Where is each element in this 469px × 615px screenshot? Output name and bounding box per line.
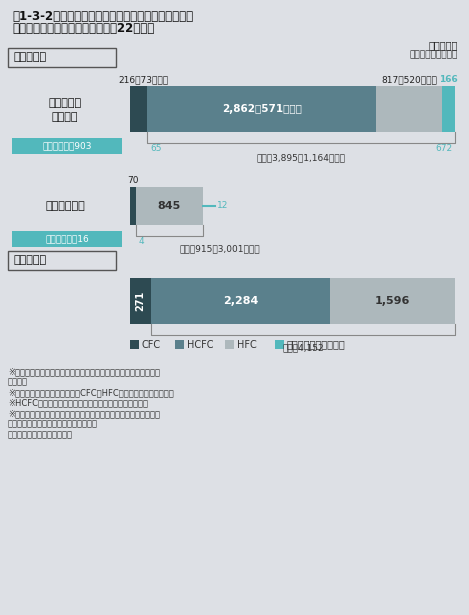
Text: ※破壊した量は、業務用冷凍空調機器及びカーエアコンから回収さ: ※破壊した量は、業務用冷凍空調機器及びカーエアコンから回収さ bbox=[8, 409, 160, 418]
Text: HFC: HFC bbox=[237, 339, 257, 349]
Text: 65: 65 bbox=[150, 144, 162, 153]
Text: 216（73千台）: 216（73千台） bbox=[119, 75, 169, 84]
Text: 再利用合計：903: 再利用合計：903 bbox=[42, 141, 92, 151]
Text: 817（520千台）: 817（520千台） bbox=[381, 75, 437, 84]
Text: 2,862（571千台）: 2,862（571千台） bbox=[222, 104, 302, 114]
Text: 合計：3,895（1,164千台）: 合計：3,895（1,164千台） bbox=[257, 153, 346, 162]
Text: 回収した量: 回収した量 bbox=[14, 52, 47, 63]
Text: （出典）経済産業省、環境省: （出典）経済産業省、環境省 bbox=[8, 430, 73, 439]
Bar bbox=[130, 340, 139, 349]
Bar bbox=[8, 251, 116, 270]
Text: 業務用冷凍: 業務用冷凍 bbox=[48, 98, 82, 108]
Text: 合計：915（3,001千台）: 合計：915（3,001千台） bbox=[180, 244, 260, 253]
Text: カーエアコン: カーエアコン bbox=[45, 201, 85, 211]
Text: 271: 271 bbox=[136, 291, 145, 311]
Text: 70: 70 bbox=[127, 176, 138, 185]
Text: HCFC: HCFC bbox=[187, 339, 213, 349]
Bar bbox=[442, 86, 455, 132]
Text: 166: 166 bbox=[439, 75, 458, 84]
Bar bbox=[130, 278, 151, 324]
Text: CFC: CFC bbox=[142, 339, 161, 349]
Text: 2,284: 2,284 bbox=[223, 296, 258, 306]
Text: ない。: ない。 bbox=[8, 378, 28, 386]
Bar bbox=[151, 278, 330, 324]
Bar bbox=[12, 231, 122, 247]
Text: 12: 12 bbox=[217, 202, 228, 210]
Text: ※小数点未満を四捨五入のため、数値の和は必ずしも合計に一致し: ※小数点未満を四捨五入のため、数値の和は必ずしも合計に一致し bbox=[8, 367, 160, 376]
Text: 図1-3-2　業務用冷凍空調機器・カーエアコンからの: 図1-3-2 業務用冷凍空調機器・カーエアコンからの bbox=[12, 10, 193, 23]
Bar bbox=[225, 340, 234, 349]
Text: 672: 672 bbox=[435, 144, 452, 153]
Text: 破壊した量: 破壊した量 bbox=[14, 255, 47, 266]
Text: うち再利用等された量: うち再利用等された量 bbox=[287, 339, 346, 349]
Bar bbox=[130, 86, 147, 132]
Text: 空調機器: 空調機器 bbox=[52, 112, 78, 122]
Text: 4: 4 bbox=[139, 237, 144, 246]
Bar bbox=[330, 278, 455, 324]
Bar bbox=[175, 340, 184, 349]
Text: ※HCFCはカーエアコンの冷媒として用いられていない。: ※HCFCはカーエアコンの冷媒として用いられていない。 bbox=[8, 399, 148, 408]
Text: （）は回収した台数: （）は回収した台数 bbox=[409, 50, 458, 59]
Text: フロン類の回収・破壊量等（平成22年度）: フロン類の回収・破壊量等（平成22年度） bbox=[12, 22, 154, 35]
Bar bbox=[275, 340, 284, 349]
Bar bbox=[12, 138, 122, 154]
Text: 再利用合計：16: 再利用合計：16 bbox=[45, 234, 89, 244]
Text: 845: 845 bbox=[158, 201, 181, 211]
Text: 合計：4,152: 合計：4,152 bbox=[282, 343, 324, 352]
Bar bbox=[8, 48, 116, 67]
Bar bbox=[147, 86, 376, 132]
Text: ※カーエアコンの回収台数は、CFC、HFC別に集計されていない。: ※カーエアコンの回収台数は、CFC、HFC別に集計されていない。 bbox=[8, 388, 174, 397]
Text: 単位：トン: 単位：トン bbox=[429, 40, 458, 50]
Text: 1,596: 1,596 bbox=[375, 296, 410, 306]
Bar bbox=[136, 187, 203, 225]
Bar bbox=[130, 187, 136, 225]
Text: れたフロン類の合計の破壊量である。: れたフロン類の合計の破壊量である。 bbox=[8, 419, 98, 429]
Bar bbox=[376, 86, 442, 132]
